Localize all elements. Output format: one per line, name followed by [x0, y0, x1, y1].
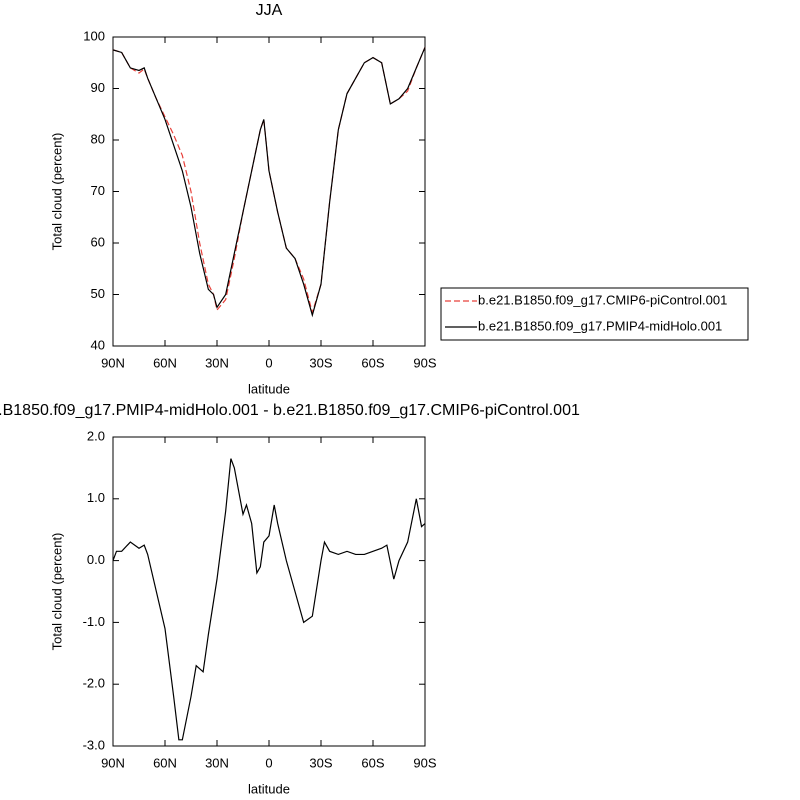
legend-label: b.e21.B1850.f09_g17.CMIP6-piControl.001	[478, 292, 727, 307]
x-tick-label: 90N	[101, 355, 125, 370]
y-tick-label: 2.0	[87, 428, 105, 443]
x-tick-label: 30S	[309, 755, 332, 770]
y-tick-label: -1.0	[83, 614, 105, 629]
plot-frame	[112, 436, 426, 747]
x-tick-label: 60S	[361, 355, 384, 370]
x-axis-label: latitude	[248, 381, 290, 396]
y-axis-label: Total cloud (percent)	[49, 533, 64, 651]
x-tick-label: 30N	[205, 755, 229, 770]
x-tick-label: 60N	[153, 355, 177, 370]
data-line	[112, 47, 426, 318]
plot-frame	[112, 36, 426, 347]
data-line	[112, 47, 426, 315]
y-tick-label: -3.0	[83, 737, 105, 752]
x-tick-label: 30S	[309, 355, 332, 370]
x-tick-label: 30N	[205, 355, 229, 370]
y-tick-label: 50	[91, 286, 105, 301]
x-axis-label: latitude	[248, 781, 290, 796]
y-tick-label: 1.0	[87, 490, 105, 505]
y-tick-label: -2.0	[83, 676, 105, 691]
y-tick-label: 40	[91, 337, 105, 352]
chart-title: b.e21.B1850.f09_g17.PMIP4-midHolo.001 - …	[0, 402, 580, 419]
x-tick-label: 90S	[413, 355, 436, 370]
x-tick-label: 90S	[413, 755, 436, 770]
y-tick-label: 70	[91, 183, 105, 198]
x-tick-label: 0	[265, 755, 272, 770]
legend-label: b.e21.B1850.f09_g17.PMIP4-midHolo.001	[478, 318, 722, 333]
y-tick-label: 90	[91, 80, 105, 95]
x-tick-label: 60S	[361, 755, 384, 770]
y-tick-label: 0.0	[87, 552, 105, 567]
x-tick-label: 60N	[153, 755, 177, 770]
legend-box	[440, 287, 749, 341]
data-line	[112, 458, 426, 741]
y-axis-label: Total cloud (percent)	[49, 133, 64, 251]
chart-title: JJA	[256, 2, 283, 19]
y-tick-label: 80	[91, 131, 105, 146]
y-tick-label: 60	[91, 234, 105, 249]
y-tick-label: 100	[83, 28, 105, 43]
x-tick-label: 90N	[101, 755, 125, 770]
x-tick-label: 0	[265, 355, 272, 370]
